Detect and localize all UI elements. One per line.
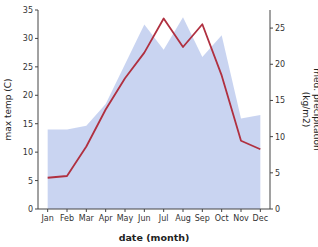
y2-tick [270,136,273,137]
precip-area [48,17,261,209]
x-tick [125,209,126,212]
plot-area [48,17,261,209]
y-axis-label: max temp (C) [3,78,13,140]
y-tick [35,209,38,210]
y2-tick-label: 0 [275,205,280,214]
x-tick-label: Apr [99,214,114,223]
x-tick-label: Mar [79,214,95,223]
x-tick-label: Jul [158,214,169,223]
y-axis-line [38,10,39,209]
x-tick-label: Jan [40,214,53,223]
x-tick [241,209,242,212]
x-tick-label: Aug [175,214,191,223]
y-tick [35,38,38,39]
y-tick [35,180,38,181]
y2-tick-label: 5 [275,169,280,178]
x-tick-label: Oct [215,214,229,223]
y2-axis-line [270,10,271,209]
y2-axis-label-line: med. precipitation [312,68,318,150]
x-tick-label: May [117,214,134,223]
x-tick [163,209,164,212]
y-tick [35,152,38,153]
y2-axis-label-line: (kg/m2) [301,92,311,127]
y-tick-label: 20 [23,91,33,100]
x-tick [144,209,145,212]
temp-line [48,19,261,178]
y2-tick [270,100,273,101]
x-tick [260,209,261,212]
y2-tick-label: 15 [275,96,285,105]
x-tick [221,209,222,212]
y-tick-label: 10 [23,148,33,157]
y-tick-label: 15 [23,120,33,129]
x-tick-label: Feb [60,214,74,223]
x-tick-label: Dec [253,214,268,223]
y2-tick [270,28,273,29]
x-axis-label: date (month) [119,232,190,243]
y-tick [35,123,38,124]
chart: 051015202530350510152025JanFebMarAprMayJ… [0,0,318,247]
x-axis-line [38,209,270,210]
y-tick [35,95,38,96]
x-tick [202,209,203,212]
y2-tick [270,172,273,173]
x-tick [67,209,68,212]
y-tick [35,10,38,11]
x-tick [183,209,184,212]
y-tick-label: 25 [23,63,33,72]
y2-tick-label: 25 [275,24,285,33]
y2-tick [270,209,273,210]
x-tick-label: Jun [137,214,151,223]
y2-axis-label: med. precipitation(kg/m2) [301,68,318,150]
x-tick [105,209,106,212]
y2-tick-label: 10 [275,133,285,142]
x-tick-label: Sep [195,214,210,223]
y2-tick-label: 20 [275,60,285,69]
y-tick-label: 30 [23,34,33,43]
x-tick [47,209,48,212]
y2-tick [270,64,273,65]
y-tick-label: 5 [28,177,33,186]
x-tick-label: Nov [233,214,249,223]
y-tick-label: 0 [28,205,33,214]
y-tick [35,66,38,67]
y-tick-label: 35 [23,6,33,15]
x-tick [86,209,87,212]
